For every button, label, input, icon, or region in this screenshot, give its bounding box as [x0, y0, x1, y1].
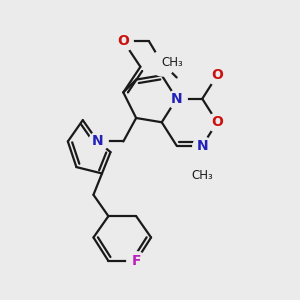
Text: O: O [117, 34, 129, 48]
Text: N: N [92, 134, 103, 148]
Text: N: N [171, 92, 182, 106]
Text: O: O [211, 68, 223, 82]
Text: O: O [211, 115, 223, 129]
Text: CH₃: CH₃ [191, 169, 213, 182]
Text: N: N [196, 139, 208, 153]
Text: CH₃: CH₃ [162, 56, 184, 69]
Text: F: F [131, 254, 141, 268]
